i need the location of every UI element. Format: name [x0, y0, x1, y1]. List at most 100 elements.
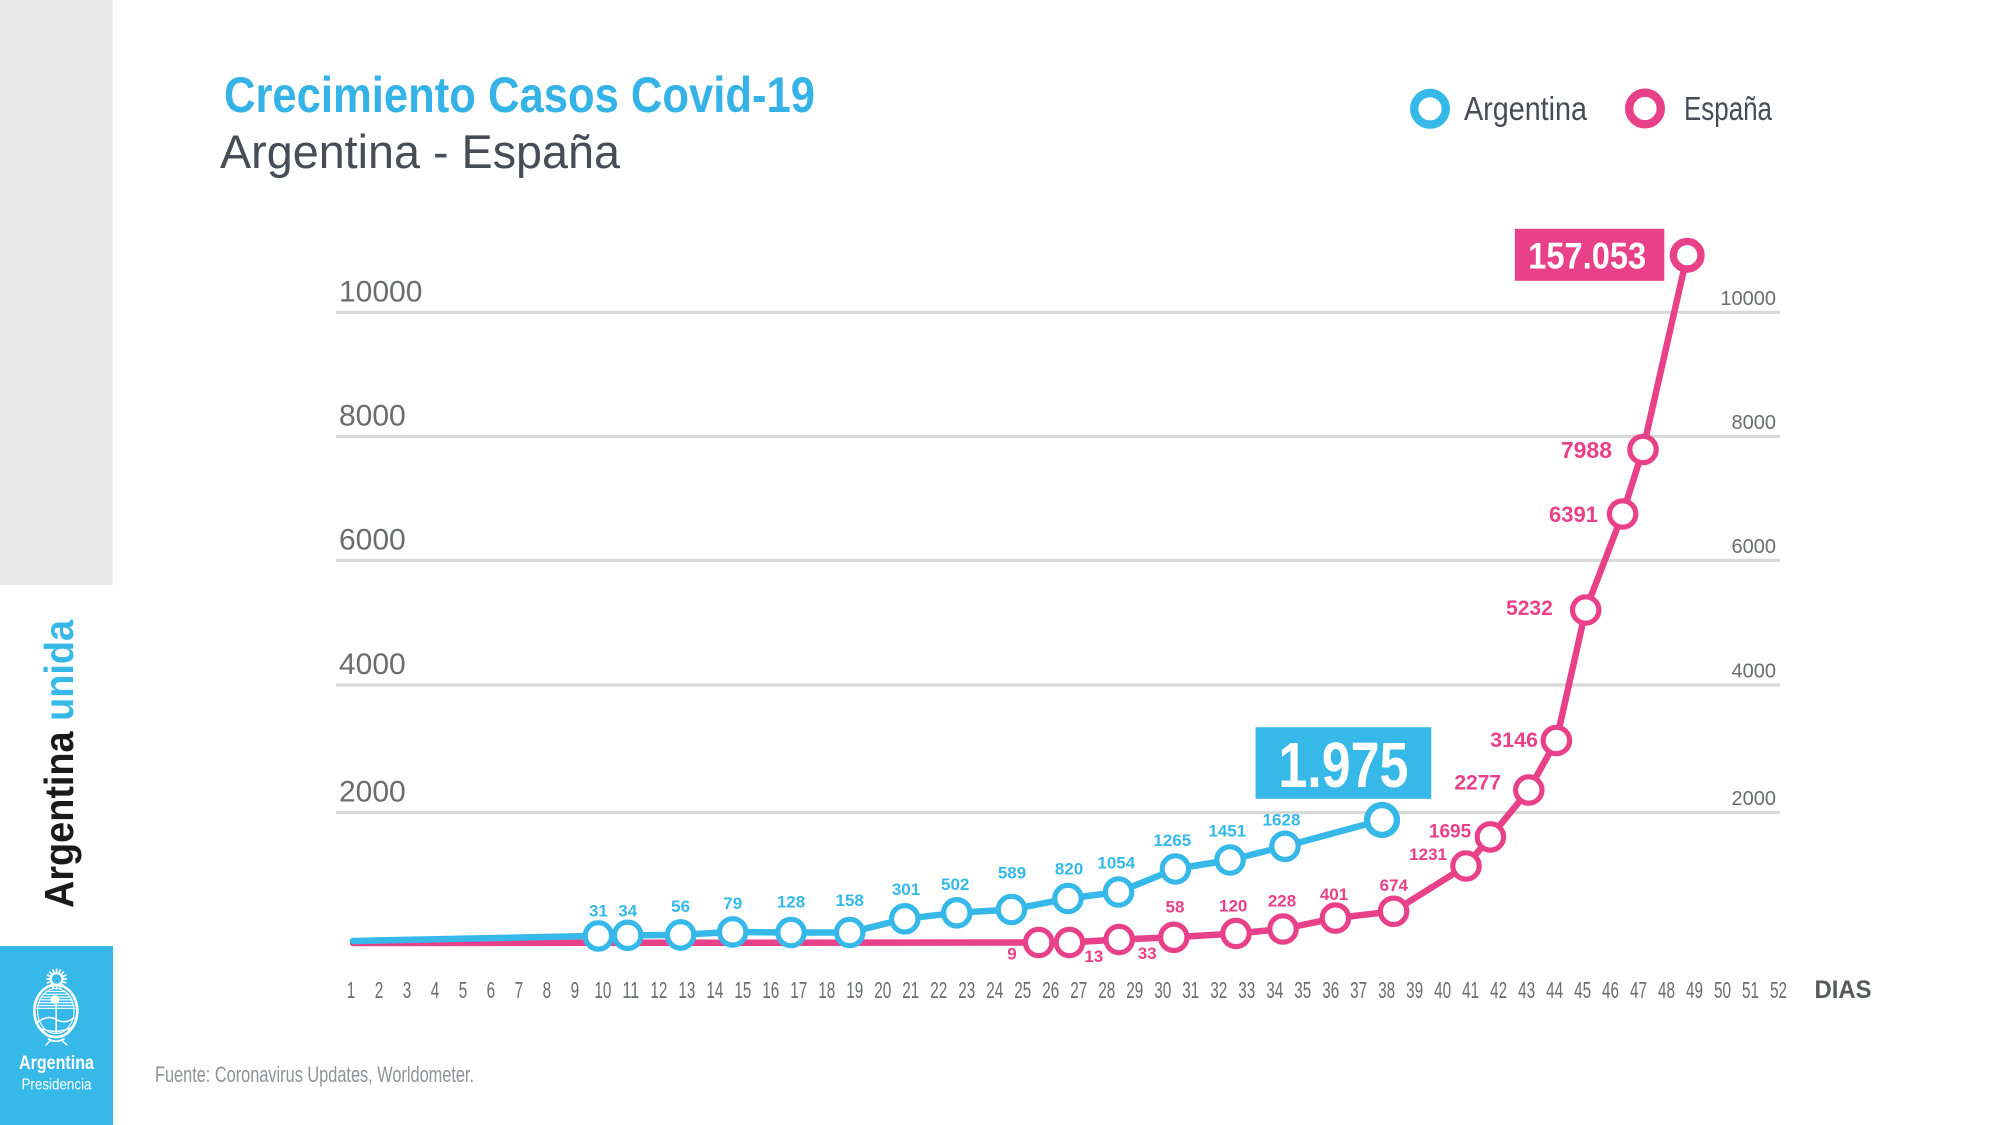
- svg-text:Fuente: Coronavirus Updates, W: Fuente: Coronavirus Updates, Worldometer…: [155, 1062, 474, 1087]
- svg-text:8000: 8000: [339, 399, 406, 432]
- svg-text:38: 38: [1378, 977, 1395, 1003]
- svg-text:1695: 1695: [1429, 822, 1472, 843]
- svg-text:44: 44: [1546, 977, 1563, 1003]
- svg-text:17: 17: [790, 977, 807, 1003]
- svg-text:2000: 2000: [1732, 788, 1777, 810]
- svg-text:36: 36: [1322, 977, 1339, 1003]
- svg-text:4000: 4000: [1732, 661, 1777, 683]
- svg-text:8: 8: [543, 977, 552, 1003]
- svg-text:12: 12: [650, 977, 667, 1003]
- svg-text:18: 18: [818, 977, 835, 1003]
- svg-text:301: 301: [892, 880, 920, 899]
- svg-text:58: 58: [1166, 898, 1185, 917]
- svg-text:3146: 3146: [1490, 728, 1538, 752]
- svg-text:Argentina: Argentina: [1464, 90, 1588, 127]
- svg-text:10000: 10000: [1720, 288, 1776, 310]
- svg-text:29: 29: [1126, 977, 1143, 1003]
- svg-text:3: 3: [403, 977, 412, 1003]
- svg-text:10: 10: [594, 977, 611, 1003]
- svg-text:48: 48: [1658, 977, 1675, 1003]
- svg-text:6000: 6000: [1732, 536, 1777, 558]
- svg-text:52: 52: [1770, 977, 1787, 1003]
- svg-text:Argentina unida: Argentina unida: [36, 619, 82, 908]
- svg-text:Crecimiento Casos Covid-19: Crecimiento Casos Covid-19: [224, 67, 815, 123]
- svg-text:33: 33: [1238, 977, 1255, 1003]
- svg-text:32: 32: [1210, 977, 1227, 1003]
- svg-text:31: 31: [589, 902, 608, 921]
- svg-text:46: 46: [1602, 977, 1619, 1003]
- svg-text:4000: 4000: [339, 648, 406, 681]
- svg-text:1054: 1054: [1097, 853, 1135, 872]
- svg-text:23: 23: [958, 977, 975, 1003]
- svg-text:128: 128: [777, 892, 805, 911]
- svg-text:8000: 8000: [1732, 412, 1777, 434]
- svg-text:40: 40: [1434, 977, 1451, 1003]
- svg-text:1451: 1451: [1208, 821, 1246, 840]
- svg-text:Argentina - España: Argentina - España: [220, 125, 621, 178]
- svg-text:42: 42: [1490, 977, 1507, 1003]
- svg-text:7: 7: [515, 977, 524, 1003]
- svg-text:33: 33: [1138, 944, 1157, 963]
- svg-text:15: 15: [734, 977, 751, 1003]
- svg-text:41: 41: [1462, 977, 1479, 1003]
- svg-text:1.975: 1.975: [1278, 729, 1408, 801]
- svg-text:26: 26: [1042, 977, 1059, 1003]
- svg-text:1: 1: [347, 977, 356, 1003]
- svg-text:21: 21: [902, 977, 919, 1003]
- svg-text:16: 16: [762, 977, 779, 1003]
- svg-text:6391: 6391: [1549, 502, 1598, 527]
- svg-text:24: 24: [986, 977, 1003, 1003]
- svg-text:51: 51: [1742, 977, 1759, 1003]
- svg-text:34: 34: [618, 901, 637, 920]
- svg-text:4: 4: [431, 977, 440, 1003]
- svg-text:11: 11: [622, 977, 639, 1003]
- svg-text:35: 35: [1294, 977, 1311, 1003]
- svg-text:30: 30: [1154, 977, 1171, 1003]
- svg-text:1265: 1265: [1153, 831, 1191, 850]
- svg-text:50: 50: [1714, 977, 1731, 1003]
- svg-text:47: 47: [1630, 977, 1647, 1003]
- svg-text:9: 9: [571, 977, 580, 1003]
- svg-text:31: 31: [1182, 977, 1199, 1003]
- svg-text:45: 45: [1574, 977, 1591, 1003]
- svg-text:Argentina: Argentina: [19, 1052, 94, 1074]
- svg-text:DIAS: DIAS: [1815, 976, 1872, 1004]
- svg-text:43: 43: [1518, 977, 1535, 1003]
- svg-text:56: 56: [671, 897, 690, 916]
- svg-text:502: 502: [941, 875, 969, 894]
- svg-text:5: 5: [459, 977, 468, 1003]
- svg-text:34: 34: [1266, 977, 1283, 1003]
- svg-text:6000: 6000: [339, 523, 406, 556]
- svg-text:1628: 1628: [1263, 810, 1301, 829]
- svg-text:13: 13: [678, 977, 695, 1003]
- svg-text:228: 228: [1268, 891, 1296, 910]
- svg-text:6: 6: [487, 977, 496, 1003]
- svg-text:158: 158: [836, 891, 864, 910]
- svg-text:13: 13: [1084, 947, 1103, 966]
- svg-text:20: 20: [874, 977, 891, 1003]
- svg-text:157.053: 157.053: [1528, 236, 1646, 277]
- svg-text:401: 401: [1320, 885, 1348, 904]
- svg-text:5232: 5232: [1506, 597, 1553, 620]
- svg-text:589: 589: [998, 864, 1026, 883]
- svg-text:España: España: [1684, 90, 1772, 127]
- svg-text:25: 25: [1014, 977, 1031, 1003]
- svg-text:10000: 10000: [339, 275, 422, 308]
- svg-text:9: 9: [1007, 945, 1016, 964]
- svg-text:2: 2: [375, 977, 384, 1003]
- svg-text:120: 120: [1219, 897, 1247, 916]
- svg-text:37: 37: [1350, 977, 1367, 1003]
- svg-text:19: 19: [846, 977, 863, 1003]
- svg-text:14: 14: [706, 977, 723, 1003]
- svg-text:49: 49: [1686, 977, 1703, 1003]
- svg-text:27: 27: [1070, 977, 1087, 1003]
- svg-text:674: 674: [1380, 876, 1409, 895]
- svg-text:28: 28: [1098, 977, 1115, 1003]
- svg-text:39: 39: [1406, 977, 1423, 1003]
- svg-text:2000: 2000: [339, 776, 406, 809]
- svg-text:820: 820: [1055, 860, 1083, 879]
- svg-text:2277: 2277: [1454, 772, 1501, 795]
- svg-text:22: 22: [930, 977, 947, 1003]
- svg-text:79: 79: [723, 894, 742, 913]
- svg-text:Presidencia: Presidencia: [22, 1077, 92, 1094]
